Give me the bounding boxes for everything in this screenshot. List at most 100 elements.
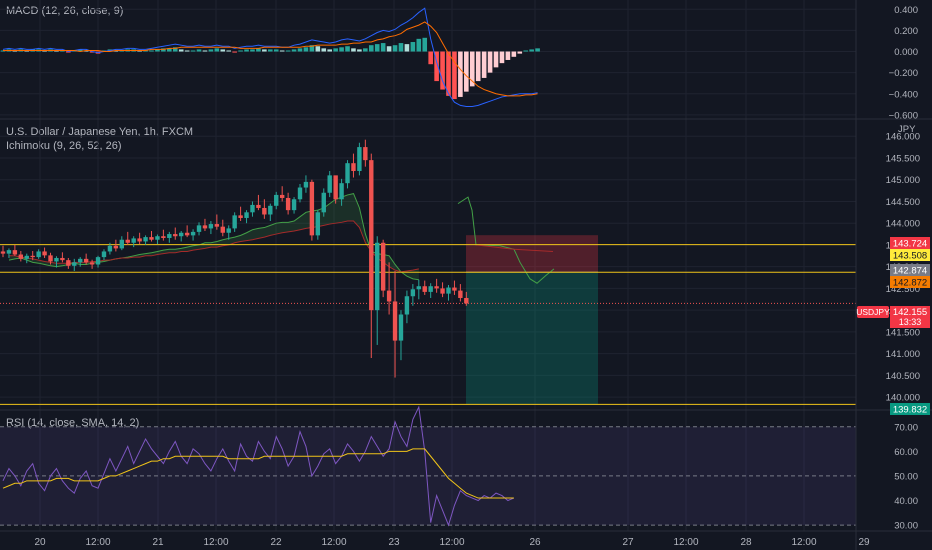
price-pane[interactable] (0, 139, 856, 405)
macd-histogram-bar (66, 51, 71, 53)
macd-histogram-bar (529, 49, 534, 52)
macd-histogram-bar (380, 43, 386, 52)
macd-histogram-bar (315, 46, 321, 52)
macd-pane[interactable] (0, 7, 540, 107)
macd-histogram-bar (71, 50, 77, 52)
candle-body (72, 262, 77, 266)
candle-body (345, 163, 350, 184)
time-tick-label: 22 (270, 537, 282, 548)
macd-histogram-bar (101, 50, 107, 52)
time-tick-label: 29 (858, 537, 870, 548)
macd-histogram-bar (458, 51, 463, 97)
candle-body (173, 234, 178, 237)
price-tick-label: 145.000 (886, 175, 920, 186)
macd-histogram-bar (238, 50, 243, 52)
stop-loss-zone[interactable] (466, 235, 598, 273)
candle-body (6, 250, 12, 254)
candle-body (274, 194, 279, 206)
macd-histogram-bar (256, 48, 261, 52)
macd-histogram-bar (54, 50, 59, 52)
candle-body (12, 250, 18, 255)
macd-histogram-bar (119, 50, 125, 52)
macd-histogram-bar (202, 50, 208, 52)
macd-histogram-bar (386, 46, 392, 52)
candle-body (422, 286, 427, 292)
senkou-span-b (9, 220, 419, 273)
candle-body (101, 251, 107, 258)
candle-body (321, 192, 326, 213)
candle-body (357, 147, 362, 172)
macd-histogram-bar (374, 44, 380, 52)
rsi-pane-label[interactable]: RSI (14, close, SMA, 14, 2) (6, 417, 140, 429)
candle-body (309, 181, 315, 236)
candle-body (89, 262, 95, 265)
macd-histogram-bar (161, 48, 166, 52)
candle-body (452, 287, 457, 291)
macd-histogram-bar (475, 51, 481, 82)
time-tick-label: 23 (388, 537, 400, 548)
macd-histogram-bar (434, 51, 439, 82)
candle-body (416, 286, 421, 290)
macd-histogram-bar (226, 50, 232, 52)
macd-pane-label[interactable]: MACD (12, 26, close, 9) (6, 5, 124, 17)
candle-body (244, 212, 249, 218)
price-tags: 143.724 143.508 142.874 142.872 USDJPY 1… (856, 237, 930, 416)
macd-histogram-bar (303, 47, 309, 52)
candle-body (303, 181, 309, 188)
macd-histogram-bar (42, 50, 47, 52)
candle-body (285, 197, 291, 211)
rsi-tick-label: 60.00 (894, 447, 918, 458)
candle-body (315, 212, 321, 236)
candle-body (131, 238, 136, 243)
macd-histogram-bar (279, 50, 285, 52)
target-price-text: 139.832 (893, 405, 927, 416)
candle-body (36, 251, 41, 258)
rsi-pane[interactable] (0, 405, 856, 527)
macd-histogram-bar (268, 49, 273, 52)
macd-histogram-bar (273, 49, 279, 52)
rsi-sma-line (2, 448, 514, 499)
macd-histogram-bar (452, 51, 457, 100)
signal-line (3, 21, 538, 97)
symbol-tag (857, 306, 889, 318)
macd-line (2, 7, 538, 107)
macd-histogram-bar (155, 49, 160, 52)
price-tick-label: 146.000 (886, 132, 920, 143)
macd-histogram-bar (440, 51, 445, 90)
macd-histogram-bar (285, 50, 291, 52)
macd-histogram-bar (137, 50, 142, 52)
candle-body (375, 242, 380, 311)
macd-histogram-bar (339, 47, 344, 52)
candle-body (268, 205, 273, 215)
macd-histogram-bar (357, 49, 362, 52)
candle-body (220, 226, 225, 233)
candle-body (369, 160, 374, 311)
candle-body (179, 232, 184, 237)
candle-body (256, 204, 261, 208)
candle-body (440, 288, 445, 294)
candle-body (458, 290, 463, 298)
time-tick-label: 12:00 (673, 537, 698, 548)
macd-histogram-bar (89, 51, 95, 53)
time-tick-label: 20 (34, 537, 46, 548)
macd-histogram-bar (535, 48, 540, 52)
macd-histogram-bar (77, 49, 83, 52)
time-tick-label: 21 (152, 537, 164, 548)
currency-label: JPY (898, 124, 916, 135)
price-pane-title[interactable]: U.S. Dollar / Japanese Yen, 1h, FXCM (6, 126, 194, 138)
macd-histogram-bar (232, 51, 237, 53)
take-profit-zone[interactable] (466, 272, 598, 405)
macd-tick-label: 0.000 (894, 47, 918, 58)
time-axis[interactable]: 20 12:00 21 12:00 22 12:00 23 12:00 26 27 12:00 28 1… (34, 537, 870, 548)
stop-price-tag (890, 237, 930, 249)
bar-countdown-text: 13:33 (899, 317, 922, 327)
macd-histogram-bar (113, 50, 119, 52)
macd-histogram-bar (12, 50, 18, 52)
lower-line-tag (890, 276, 930, 288)
ichimoku-label[interactable]: Ichimoku (9, 26, 52, 26) (6, 140, 122, 152)
price-tick-label: 141.500 (886, 327, 920, 338)
macd-histogram-bar (487, 51, 493, 73)
candle-body (250, 204, 255, 213)
target-price-tag (890, 403, 930, 415)
